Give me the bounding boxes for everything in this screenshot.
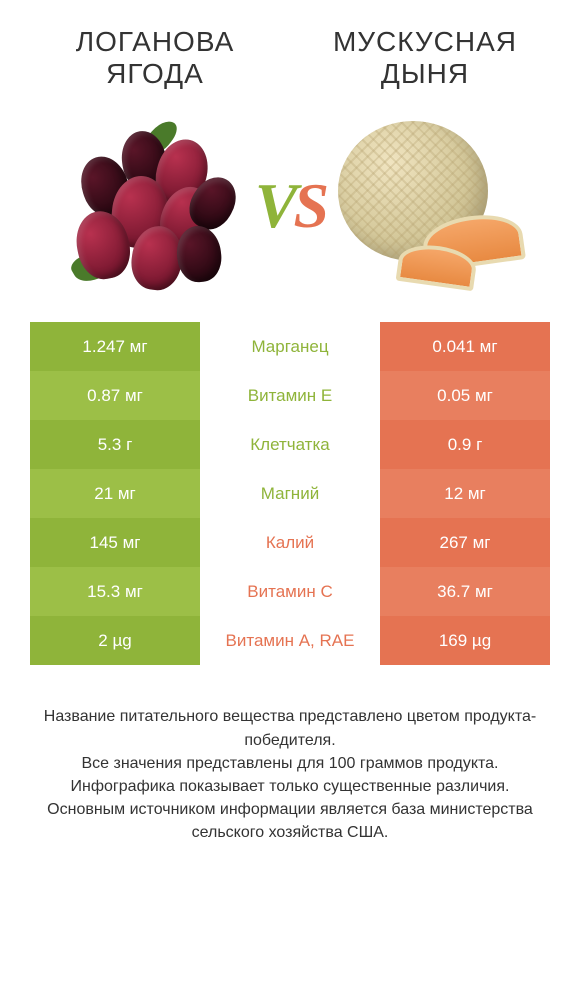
table-row: 5.3 гКлетчатка0.9 г xyxy=(30,420,550,469)
nutrient-name: Витамин E xyxy=(200,371,380,420)
left-title-l1: ЛОГАНОВА xyxy=(76,26,235,57)
right-value: 267 мг xyxy=(380,518,550,567)
titles-row: ЛОГАНОВА ЯГОДА МУСКУСНАЯ ДЫНЯ xyxy=(0,0,580,98)
right-value: 0.041 мг xyxy=(380,322,550,371)
right-value: 36.7 мг xyxy=(380,567,550,616)
vs-s: S xyxy=(294,170,326,241)
nutrient-name: Марганец xyxy=(200,322,380,371)
table-row: 21 мгМагний12 мг xyxy=(30,469,550,518)
right-value: 0.05 мг xyxy=(380,371,550,420)
right-value: 169 µg xyxy=(380,616,550,665)
right-image xyxy=(315,106,540,306)
left-image xyxy=(40,106,265,306)
footer-line: Название питательного вещества представл… xyxy=(30,705,550,751)
vs-label: VS xyxy=(255,169,325,243)
nutrient-name: Калий xyxy=(200,518,380,567)
table-row: 15.3 мгВитамин C36.7 мг xyxy=(30,567,550,616)
right-value: 0.9 г xyxy=(380,420,550,469)
left-title-l2: ЯГОДА xyxy=(106,58,204,89)
table-row: 1.247 мгМарганец0.041 мг xyxy=(30,322,550,371)
left-value: 1.247 мг xyxy=(30,322,200,371)
left-title: ЛОГАНОВА ЯГОДА xyxy=(31,26,279,90)
left-value: 15.3 мг xyxy=(30,567,200,616)
left-value: 2 µg xyxy=(30,616,200,665)
left-value: 5.3 г xyxy=(30,420,200,469)
right-title-l1: МУСКУСНАЯ xyxy=(333,26,517,57)
nutrient-name: Витамин A, RAE xyxy=(200,616,380,665)
right-value: 12 мг xyxy=(380,469,550,518)
footer-line: Все значения представлены для 100 граммо… xyxy=(30,752,550,775)
table-row: 2 µgВитамин A, RAE169 µg xyxy=(30,616,550,665)
nutrient-table: 1.247 мгМарганец0.041 мг0.87 мгВитамин E… xyxy=(0,322,580,665)
table-row: 0.87 мгВитамин E0.05 мг xyxy=(30,371,550,420)
right-title-l2: ДЫНЯ xyxy=(381,58,469,89)
right-title: МУСКУСНАЯ ДЫНЯ xyxy=(301,26,549,90)
table-row: 145 мгКалий267 мг xyxy=(30,518,550,567)
nutrient-name: Клетчатка xyxy=(200,420,380,469)
images-row: VS xyxy=(0,98,580,322)
footer-notes: Название питательного вещества представл… xyxy=(0,665,580,844)
nutrient-name: Витамин C xyxy=(200,567,380,616)
left-value: 21 мг xyxy=(30,469,200,518)
nutrient-name: Магний xyxy=(200,469,380,518)
left-value: 0.87 мг xyxy=(30,371,200,420)
footer-line: Инфографика показывает только существенн… xyxy=(30,775,550,798)
vs-v: V xyxy=(255,170,294,241)
left-value: 145 мг xyxy=(30,518,200,567)
footer-line: Основным источником информации является … xyxy=(30,798,550,844)
